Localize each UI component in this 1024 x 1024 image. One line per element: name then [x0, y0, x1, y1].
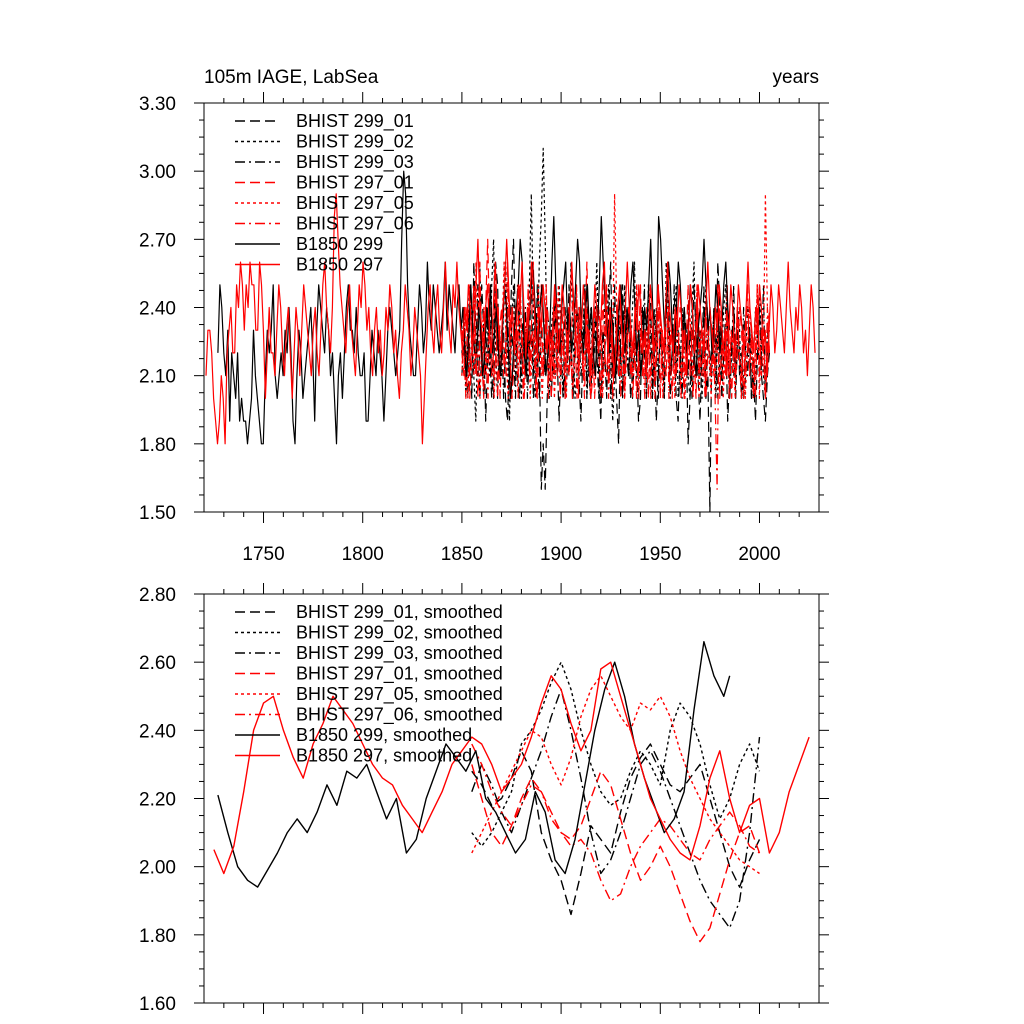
- y-tick-label: 1.80: [139, 926, 176, 947]
- x-tick-label: 1950: [639, 544, 681, 565]
- series-line-6: [217, 170, 731, 445]
- series-line-2: [461, 284, 770, 399]
- y-tick-label: 2.40: [139, 721, 176, 742]
- bottom-panel: 1.60 1.80 2.00 2.20 2.40 2.60 2.80 BHIST 299_01…: [139, 583, 829, 1015]
- legend-label: BHIST 297_01, smoothed: [296, 664, 503, 685]
- y-tick-label: 2.00: [139, 858, 176, 879]
- legend-label: BHIST 297_06: [296, 214, 414, 235]
- series-line-3: [471, 764, 761, 943]
- legend-label: B1850 299, smoothed: [296, 725, 472, 745]
- series-group: [205, 147, 816, 512]
- series-line-0: [471, 743, 761, 916]
- legend-label: BHIST 297_05, smoothed: [296, 684, 503, 705]
- legend-label: BHIST 297_06, smoothed: [296, 705, 503, 726]
- x-tick-label: 1900: [540, 544, 582, 565]
- x-tick-label: 1750: [242, 544, 284, 565]
- y-tick-label: 1.80: [139, 435, 176, 456]
- y-tick-label: 2.20: [139, 790, 176, 811]
- chart-units-label: years: [773, 67, 819, 88]
- y-tick-label: 2.70: [139, 230, 176, 251]
- y-tick-label: 1.60: [139, 994, 176, 1015]
- series-group: [213, 641, 810, 943]
- y-tick-label: 1.50: [139, 503, 176, 524]
- legend-label: B1850 299: [296, 234, 383, 254]
- legend-label: BHIST 299_01, smoothed: [296, 602, 503, 623]
- series-line-7: [205, 193, 816, 445]
- legend-label: BHIST 297_01: [296, 173, 414, 194]
- legend-label: BHIST 299_02: [296, 132, 414, 153]
- legend-label: BHIST 299_01: [296, 111, 414, 132]
- legend-label: BHIST 299_02, smoothed: [296, 623, 503, 644]
- y-tick-label: 2.60: [139, 653, 176, 674]
- legend-label: B1850 297: [296, 255, 383, 275]
- y-tick-label: 3.30: [139, 94, 176, 115]
- legend-label: BHIST 299_03: [296, 152, 414, 173]
- series-line-7: [213, 661, 810, 875]
- x-tick-label: 1850: [441, 544, 483, 565]
- chart-title: 105m IAGE, LabSea: [204, 67, 379, 88]
- top-panel: 1.50 1.80 2.10 2.40 2.70 3.00 3.30 1750 1800 1850…: [139, 92, 829, 565]
- legend-label: BHIST 299_03, smoothed: [296, 643, 503, 664]
- y-tick-label: 2.40: [139, 299, 176, 320]
- y-tick-label: 3.00: [139, 162, 176, 183]
- y-tick-label: 2.10: [139, 367, 176, 388]
- series-line-4: [471, 675, 760, 875]
- legend-label: BHIST 297_05: [296, 193, 414, 214]
- legend-label: B1850 297, smoothed: [296, 746, 472, 766]
- y-tick-label: 2.80: [139, 585, 176, 606]
- x-tick-label: 1800: [342, 544, 384, 565]
- x-tick-label: 2000: [738, 544, 780, 565]
